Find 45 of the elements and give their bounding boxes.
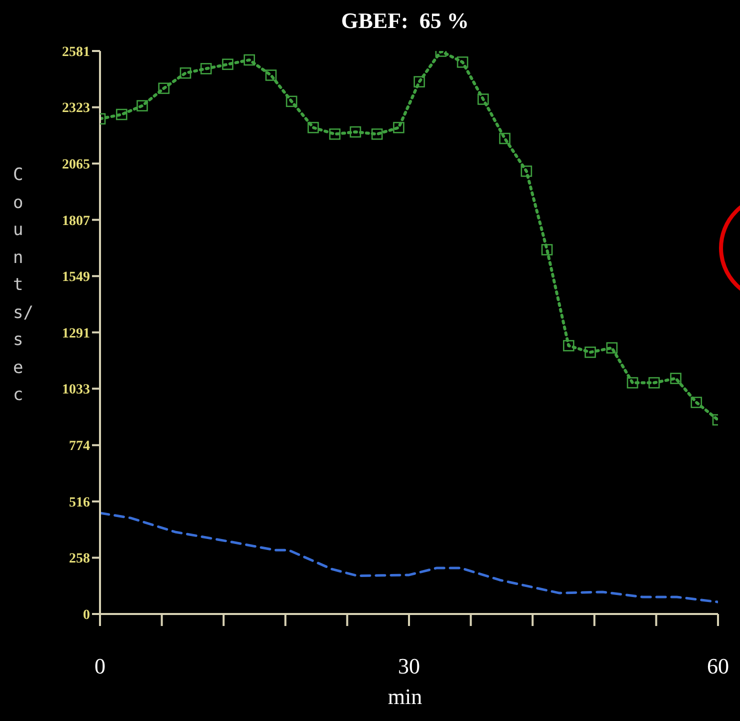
y-tick-label: 516 [69,495,90,510]
point [286,96,298,108]
point [456,56,468,68]
point [670,372,682,384]
x-tick-label: 60 [707,654,729,679]
y-tick-label: 2323 [62,101,90,116]
y-tick-label: 2581 [62,44,90,60]
point [116,108,128,120]
x-axis-title: min [386,684,424,710]
point [180,67,192,79]
point [648,377,660,388]
point [244,54,255,66]
point [200,63,212,74]
y-tick-label: 258 [69,552,90,567]
text: Counts/sec [13,165,34,405]
point [563,340,574,352]
y-tick-label: 1291 [62,326,90,342]
point [222,58,234,70]
point [606,342,618,354]
y-tick-label: 0 [83,608,90,623]
point [329,128,340,140]
point [584,346,596,358]
point [158,82,170,94]
y-tick-label: 1807 [62,214,90,229]
point [393,122,404,134]
point [541,244,553,256]
point [626,377,638,388]
point [414,76,425,88]
point [265,70,277,81]
x-tick-label: 30 [398,654,420,679]
point [690,396,702,408]
chart-title: GBEF: 65 % [340,8,470,34]
point [136,100,148,112]
y-tick-label: 774 [69,439,90,454]
y-tick-label: 1033 [62,382,90,398]
point [478,94,489,105]
x-tick-label: 0 [94,654,106,679]
y-tick-label: 2065 [62,158,90,173]
point [350,126,362,138]
point [499,132,510,144]
point [371,128,383,140]
point [520,166,532,177]
y-tick-label: 1549 [62,270,90,286]
line-series [100,512,718,604]
point [308,122,319,134]
